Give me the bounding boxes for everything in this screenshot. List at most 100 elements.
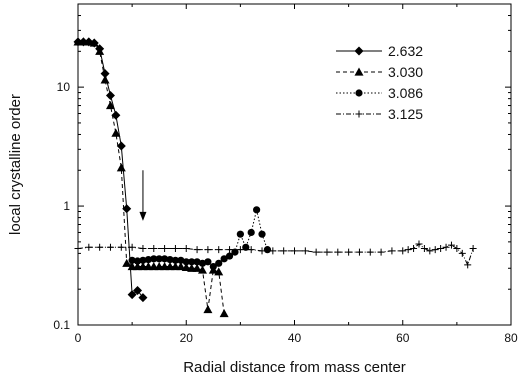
legend-entry: 3.125 xyxy=(336,106,423,122)
tick-labels: 0 20 40 60 80 0.1 1 10 xyxy=(53,80,518,345)
series-layer xyxy=(73,37,477,318)
x-tick-label: 60 xyxy=(396,331,410,345)
data-point xyxy=(128,243,136,251)
data-point xyxy=(355,248,363,256)
data-point xyxy=(415,240,423,248)
data-point xyxy=(133,257,142,265)
data-point xyxy=(111,128,121,137)
data-point xyxy=(161,255,169,263)
data-point xyxy=(161,244,169,252)
data-point xyxy=(366,248,374,256)
data-point xyxy=(96,243,104,251)
data-point xyxy=(447,241,455,249)
data-point xyxy=(171,256,180,264)
data-point xyxy=(426,247,434,255)
data-point xyxy=(105,91,115,101)
data-point xyxy=(219,308,229,318)
data-point xyxy=(377,248,385,256)
legend-entry: 3.030 xyxy=(336,64,423,80)
series-3.086 xyxy=(128,206,272,271)
legend-label: 2.632 xyxy=(388,43,423,59)
data-point xyxy=(253,206,261,214)
data-point xyxy=(453,244,461,252)
data-point xyxy=(215,259,223,267)
data-point xyxy=(231,248,239,256)
data-point xyxy=(410,244,418,252)
legend: 2.632 3.030 3.086 3.125 xyxy=(336,43,423,122)
data-point xyxy=(388,247,396,255)
data-point xyxy=(404,246,412,254)
data-point xyxy=(155,255,163,263)
data-point xyxy=(437,244,445,252)
data-point xyxy=(269,247,277,255)
data-point xyxy=(263,246,272,254)
data-point xyxy=(204,258,212,266)
data-point xyxy=(204,246,212,254)
data-point xyxy=(116,141,126,151)
data-point xyxy=(226,246,234,254)
data-point xyxy=(399,247,407,255)
data-point xyxy=(89,38,99,47)
data-point xyxy=(122,204,132,214)
data-point xyxy=(458,249,466,257)
arrow-head xyxy=(139,211,147,221)
data-point xyxy=(85,243,93,251)
data-point xyxy=(111,110,121,120)
data-point xyxy=(258,230,266,238)
data-point xyxy=(291,247,298,255)
data-point xyxy=(128,256,136,264)
data-point xyxy=(236,246,244,254)
legend-entry: 2.632 xyxy=(336,43,423,59)
data-point xyxy=(188,258,196,266)
data-point xyxy=(116,163,126,172)
data-point xyxy=(117,243,125,251)
y-tick-label: 1 xyxy=(63,199,70,213)
data-point xyxy=(127,290,137,300)
legend-label: 3.030 xyxy=(388,64,423,80)
legend-marker xyxy=(354,46,364,56)
data-point xyxy=(177,256,185,264)
y-tick-label: 0.1 xyxy=(53,318,70,332)
x-axis-title: Radial distance from mass center xyxy=(183,359,406,376)
data-point xyxy=(203,304,213,314)
data-point xyxy=(139,256,147,264)
data-point xyxy=(133,286,143,296)
legend-entry: 3.086 xyxy=(336,85,423,101)
data-point xyxy=(182,258,190,266)
annotation-arrow xyxy=(139,170,147,221)
data-point xyxy=(150,255,158,263)
data-point xyxy=(193,258,201,266)
annotation-layer xyxy=(139,170,147,221)
data-point xyxy=(171,244,179,252)
data-point xyxy=(280,247,288,255)
legend-marker xyxy=(354,67,364,76)
data-point xyxy=(247,246,255,254)
data-point xyxy=(139,244,147,252)
x-tick-label: 40 xyxy=(288,331,302,345)
y-tick-label: 10 xyxy=(57,80,71,94)
data-point xyxy=(122,258,132,267)
data-point xyxy=(144,255,152,264)
data-point xyxy=(323,248,331,256)
data-point xyxy=(181,262,191,272)
data-point xyxy=(138,293,148,303)
data-point xyxy=(100,69,110,79)
data-point xyxy=(209,262,217,271)
data-point xyxy=(242,243,250,251)
x-tick-label: 80 xyxy=(504,331,518,345)
data-point xyxy=(192,263,202,272)
data-point xyxy=(182,244,190,252)
data-point xyxy=(312,248,320,256)
data-point xyxy=(95,46,105,55)
data-point xyxy=(464,261,472,269)
legend-marker xyxy=(355,89,363,97)
data-point xyxy=(469,244,477,252)
legend-label: 3.125 xyxy=(388,106,423,122)
data-point xyxy=(84,37,94,46)
data-point xyxy=(236,230,244,238)
series-3.030 xyxy=(73,37,229,318)
data-point xyxy=(106,243,114,251)
data-point xyxy=(176,262,186,271)
